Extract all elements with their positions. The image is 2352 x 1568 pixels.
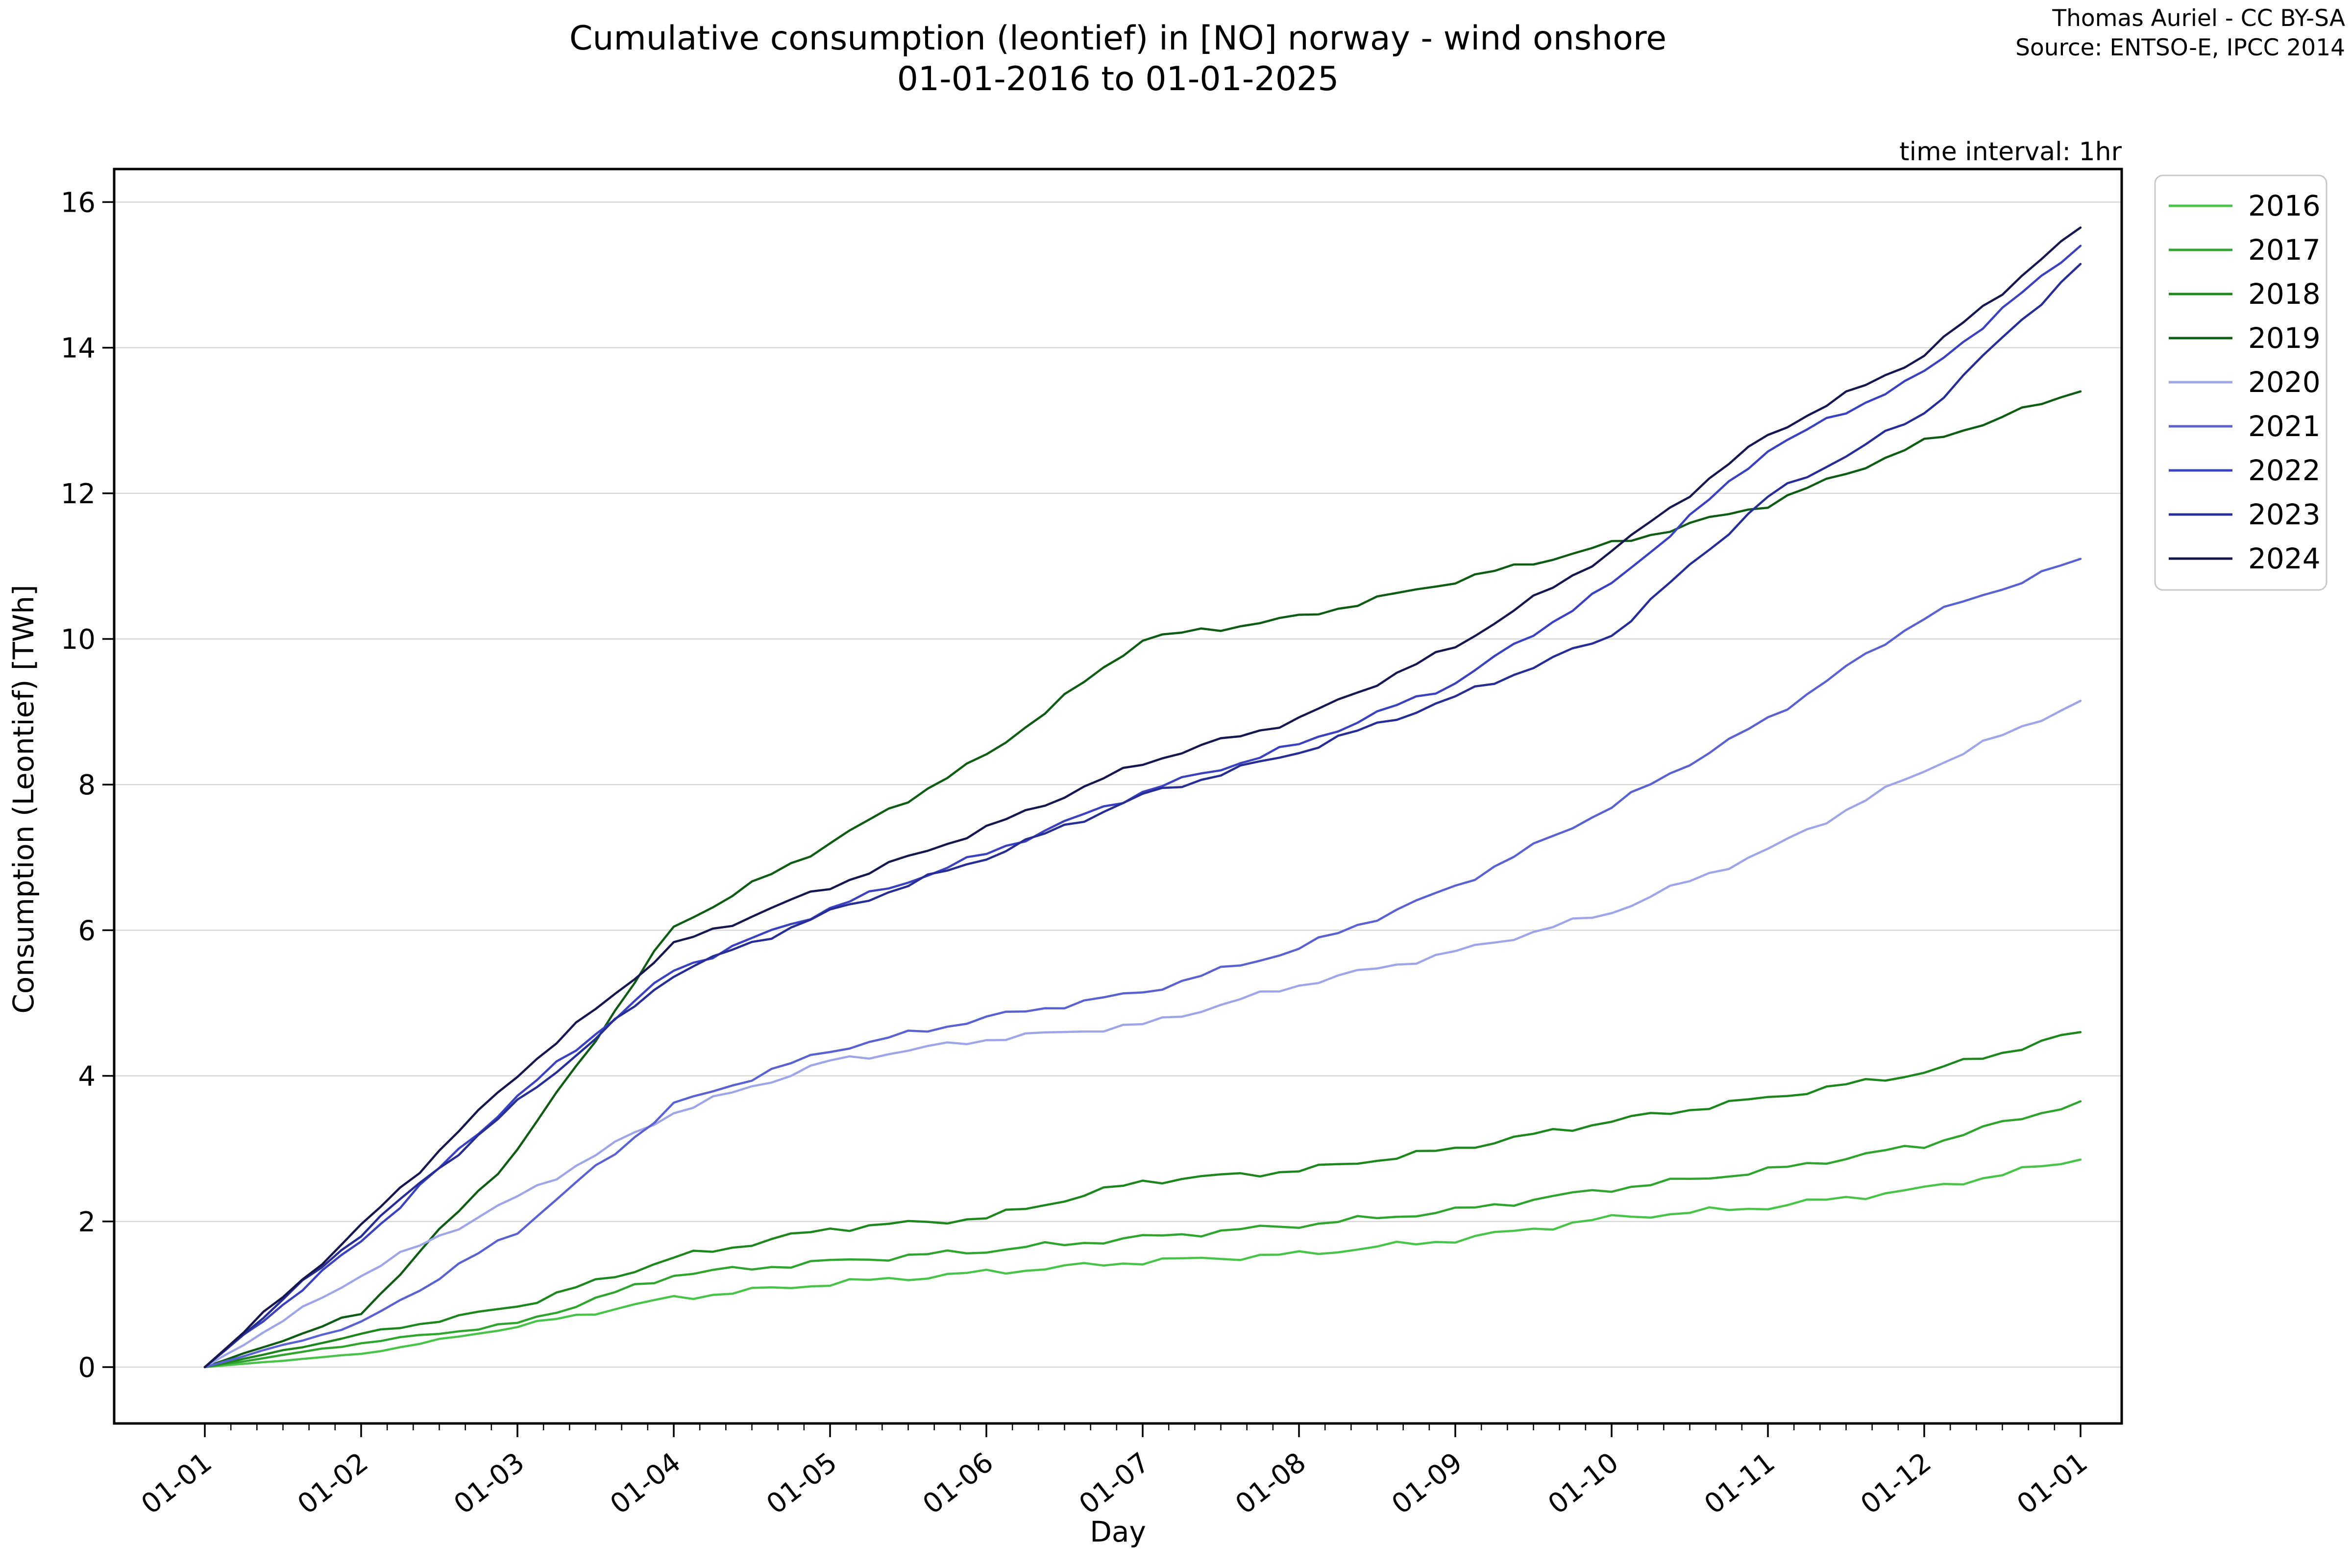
y-tick-label: 0 [78,1352,96,1384]
legend-label-2022: 2022 [2248,454,2321,487]
series-line-2022 [203,245,2082,1369]
legend-label-2021: 2021 [2248,410,2321,443]
y-tick-label: 4 [78,1061,96,1093]
legend-label-2020: 2020 [2248,366,2321,399]
series-line-2016 [203,1158,2082,1369]
x-tick-label: 01-01 [2011,1446,2093,1520]
x-tick-label: 01-10 [1542,1446,1624,1520]
x-tick-label: 01-12 [1855,1446,1937,1520]
x-tick-label: 01-09 [1386,1446,1468,1520]
x-tick-label: 01-07 [1073,1446,1155,1520]
series-line-2021 [203,558,2082,1369]
series-line-2020 [203,700,2082,1369]
y-tick-label: 10 [61,624,96,656]
attribution-author: Thomas Auriel - CC BY-SA [2052,5,2345,32]
legend-label-2016: 2016 [2248,189,2321,222]
y-tick-label: 12 [61,478,96,510]
chart-title-line2: 01-01-2016 to 01-01-2025 [897,59,1339,98]
chart-title-line1: Cumulative consumption (leontief) in [NO… [569,19,1667,58]
attribution: Thomas Auriel - CC BY-SA Source: ENTSO-E… [2015,4,2345,63]
legend-label-2023: 2023 [2248,498,2321,531]
legend-box [2154,174,2328,591]
legend-label-2019: 2019 [2248,321,2321,355]
time-interval-note: time interval: 1hr [1899,137,2122,167]
y-tick-label: 14 [61,333,96,365]
series-line-2017 [203,1100,2082,1369]
x-axis-label: Day [1090,1515,1146,1548]
y-tick-label: 16 [61,187,96,219]
x-tick-label: 01-03 [448,1446,530,1520]
x-tick-label: 01-05 [760,1446,843,1520]
chart-title: Cumulative consumption (leontief) in [NO… [114,19,2122,100]
y-tick-label: 2 [78,1206,96,1238]
x-tick-label: 01-11 [1698,1446,1781,1520]
series-line-2018 [203,1031,2082,1369]
y-tick-label: 6 [78,915,96,947]
x-tick-label: 01-02 [292,1446,374,1520]
x-tick-label: 01-01 [135,1446,218,1520]
x-tick-label: 01-04 [604,1446,686,1520]
attribution-source: Source: ENTSO-E, IPCC 2014 [2015,34,2345,62]
series-line-2024 [203,226,2082,1369]
legend-label-2018: 2018 [2248,277,2321,311]
x-tick-label: 01-06 [917,1446,999,1520]
y-tick-label: 8 [78,769,96,801]
legend-label-2017: 2017 [2248,233,2321,267]
series-line-2023 [203,263,2082,1369]
x-tick-label: 01-08 [1229,1446,1312,1520]
series-line-2019 [203,390,2082,1369]
legend-label-2024: 2024 [2248,542,2321,575]
plot-border [113,168,2123,1425]
